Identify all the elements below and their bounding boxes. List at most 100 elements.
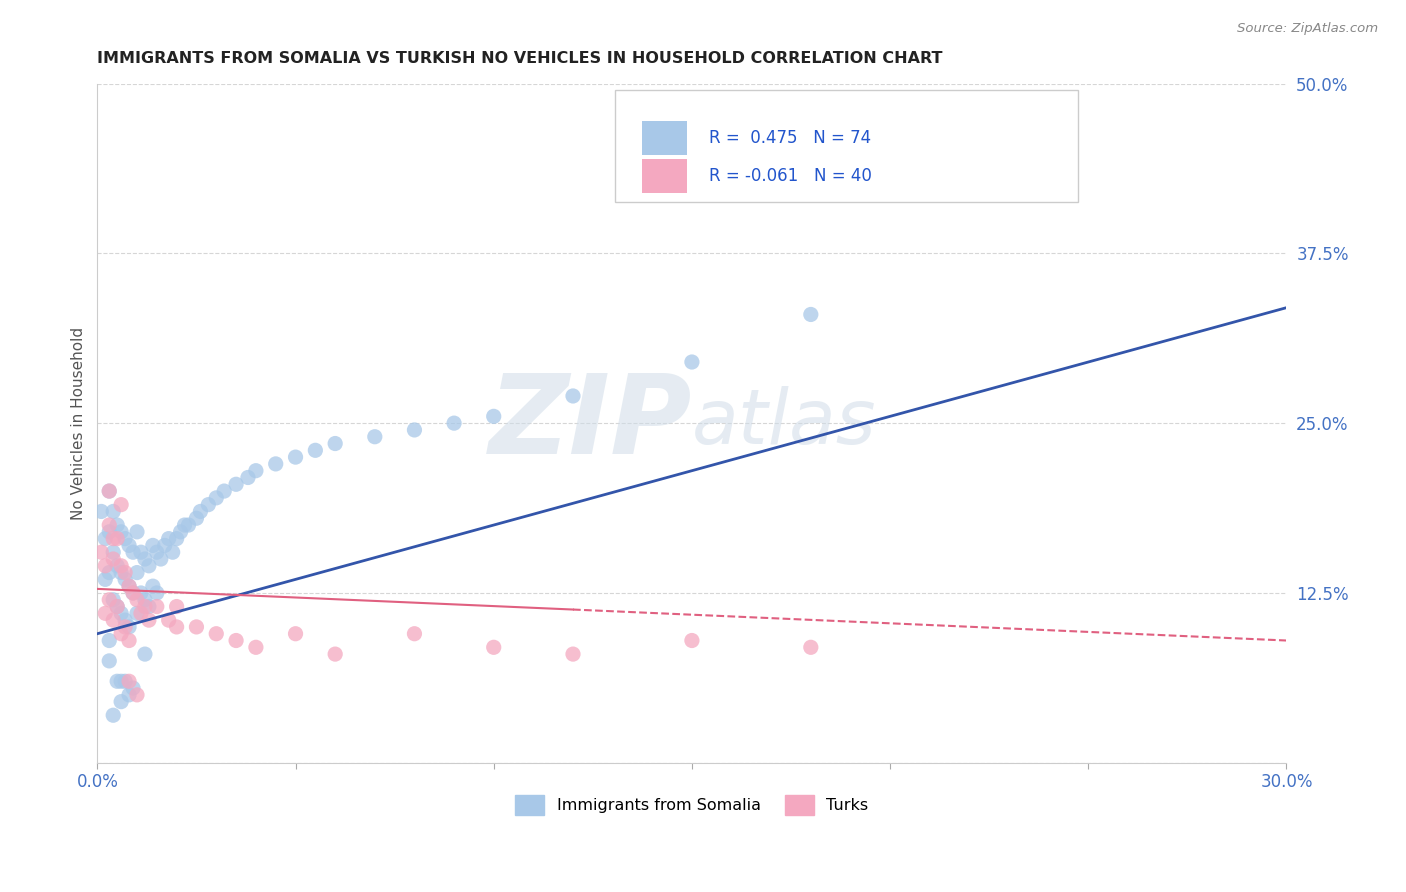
- Point: [225, 633, 247, 648]
- Point: [105, 532, 128, 546]
- Point: [166, 532, 188, 546]
- Point: [138, 558, 160, 573]
- Point: [122, 681, 145, 695]
- Point: [105, 599, 128, 614]
- Point: [110, 674, 132, 689]
- Point: [800, 308, 823, 322]
- Text: ZIP: ZIP: [488, 369, 692, 476]
- Point: [94, 532, 117, 546]
- Point: [90, 504, 112, 518]
- Point: [105, 599, 128, 614]
- Text: Source: ZipAtlas.com: Source: ZipAtlas.com: [1237, 22, 1378, 36]
- Point: [105, 674, 128, 689]
- Point: [118, 633, 141, 648]
- Point: [110, 566, 132, 580]
- Point: [284, 450, 307, 464]
- Point: [364, 430, 387, 444]
- Point: [118, 688, 141, 702]
- Point: [138, 613, 160, 627]
- Point: [212, 484, 235, 499]
- Point: [118, 620, 141, 634]
- Point: [125, 607, 148, 621]
- Text: IMMIGRANTS FROM SOMALIA VS TURKISH NO VEHICLES IN HOUSEHOLD CORRELATION CHART: IMMIGRANTS FROM SOMALIA VS TURKISH NO VE…: [97, 51, 943, 66]
- Point: [98, 524, 121, 539]
- Point: [190, 504, 212, 518]
- Legend: Immigrants from Somalia, Turks: Immigrants from Somalia, Turks: [508, 788, 876, 822]
- Point: [134, 592, 156, 607]
- Point: [134, 647, 156, 661]
- Point: [114, 532, 136, 546]
- Text: atlas: atlas: [692, 386, 876, 460]
- Point: [264, 457, 287, 471]
- Point: [110, 498, 132, 512]
- Point: [236, 470, 259, 484]
- Point: [186, 511, 208, 525]
- Point: [98, 633, 121, 648]
- Y-axis label: No Vehicles in Household: No Vehicles in Household: [72, 326, 86, 520]
- Point: [169, 524, 191, 539]
- Point: [114, 613, 136, 627]
- Text: R = -0.061   N = 40: R = -0.061 N = 40: [709, 167, 872, 185]
- Point: [103, 504, 125, 518]
- Point: [681, 633, 703, 648]
- Point: [284, 626, 307, 640]
- Point: [110, 607, 132, 621]
- Point: [304, 443, 326, 458]
- Point: [443, 416, 465, 430]
- Point: [146, 586, 169, 600]
- Point: [90, 545, 112, 559]
- Point: [225, 477, 247, 491]
- Point: [153, 538, 176, 552]
- Point: [404, 626, 426, 640]
- Point: [129, 607, 152, 621]
- Point: [98, 484, 121, 499]
- Point: [125, 566, 148, 580]
- Point: [103, 592, 125, 607]
- Point: [122, 586, 145, 600]
- Point: [103, 708, 125, 723]
- Point: [173, 518, 195, 533]
- Point: [114, 566, 136, 580]
- Point: [125, 688, 148, 702]
- Point: [186, 620, 208, 634]
- Point: [114, 674, 136, 689]
- Point: [118, 674, 141, 689]
- Point: [98, 566, 121, 580]
- Point: [562, 389, 585, 403]
- Point: [98, 654, 121, 668]
- Point: [110, 695, 132, 709]
- Point: [122, 586, 145, 600]
- Point: [157, 613, 180, 627]
- FancyBboxPatch shape: [643, 121, 688, 155]
- Point: [98, 484, 121, 499]
- Point: [125, 592, 148, 607]
- Point: [114, 620, 136, 634]
- Point: [118, 538, 141, 552]
- Point: [177, 518, 200, 533]
- Point: [157, 532, 180, 546]
- Point: [110, 558, 132, 573]
- Point: [149, 552, 172, 566]
- Point: [197, 498, 219, 512]
- FancyBboxPatch shape: [643, 159, 688, 193]
- Point: [105, 518, 128, 533]
- Point: [110, 626, 132, 640]
- Point: [482, 640, 505, 655]
- Point: [103, 552, 125, 566]
- Point: [110, 524, 132, 539]
- Point: [146, 599, 169, 614]
- Point: [562, 647, 585, 661]
- Point: [245, 640, 267, 655]
- Point: [114, 573, 136, 587]
- Point: [166, 599, 188, 614]
- Point: [98, 592, 121, 607]
- Point: [134, 552, 156, 566]
- Point: [146, 545, 169, 559]
- Point: [800, 640, 823, 655]
- Point: [134, 599, 156, 614]
- Point: [205, 491, 228, 505]
- Point: [162, 545, 184, 559]
- Point: [404, 423, 426, 437]
- Point: [125, 524, 148, 539]
- Point: [118, 579, 141, 593]
